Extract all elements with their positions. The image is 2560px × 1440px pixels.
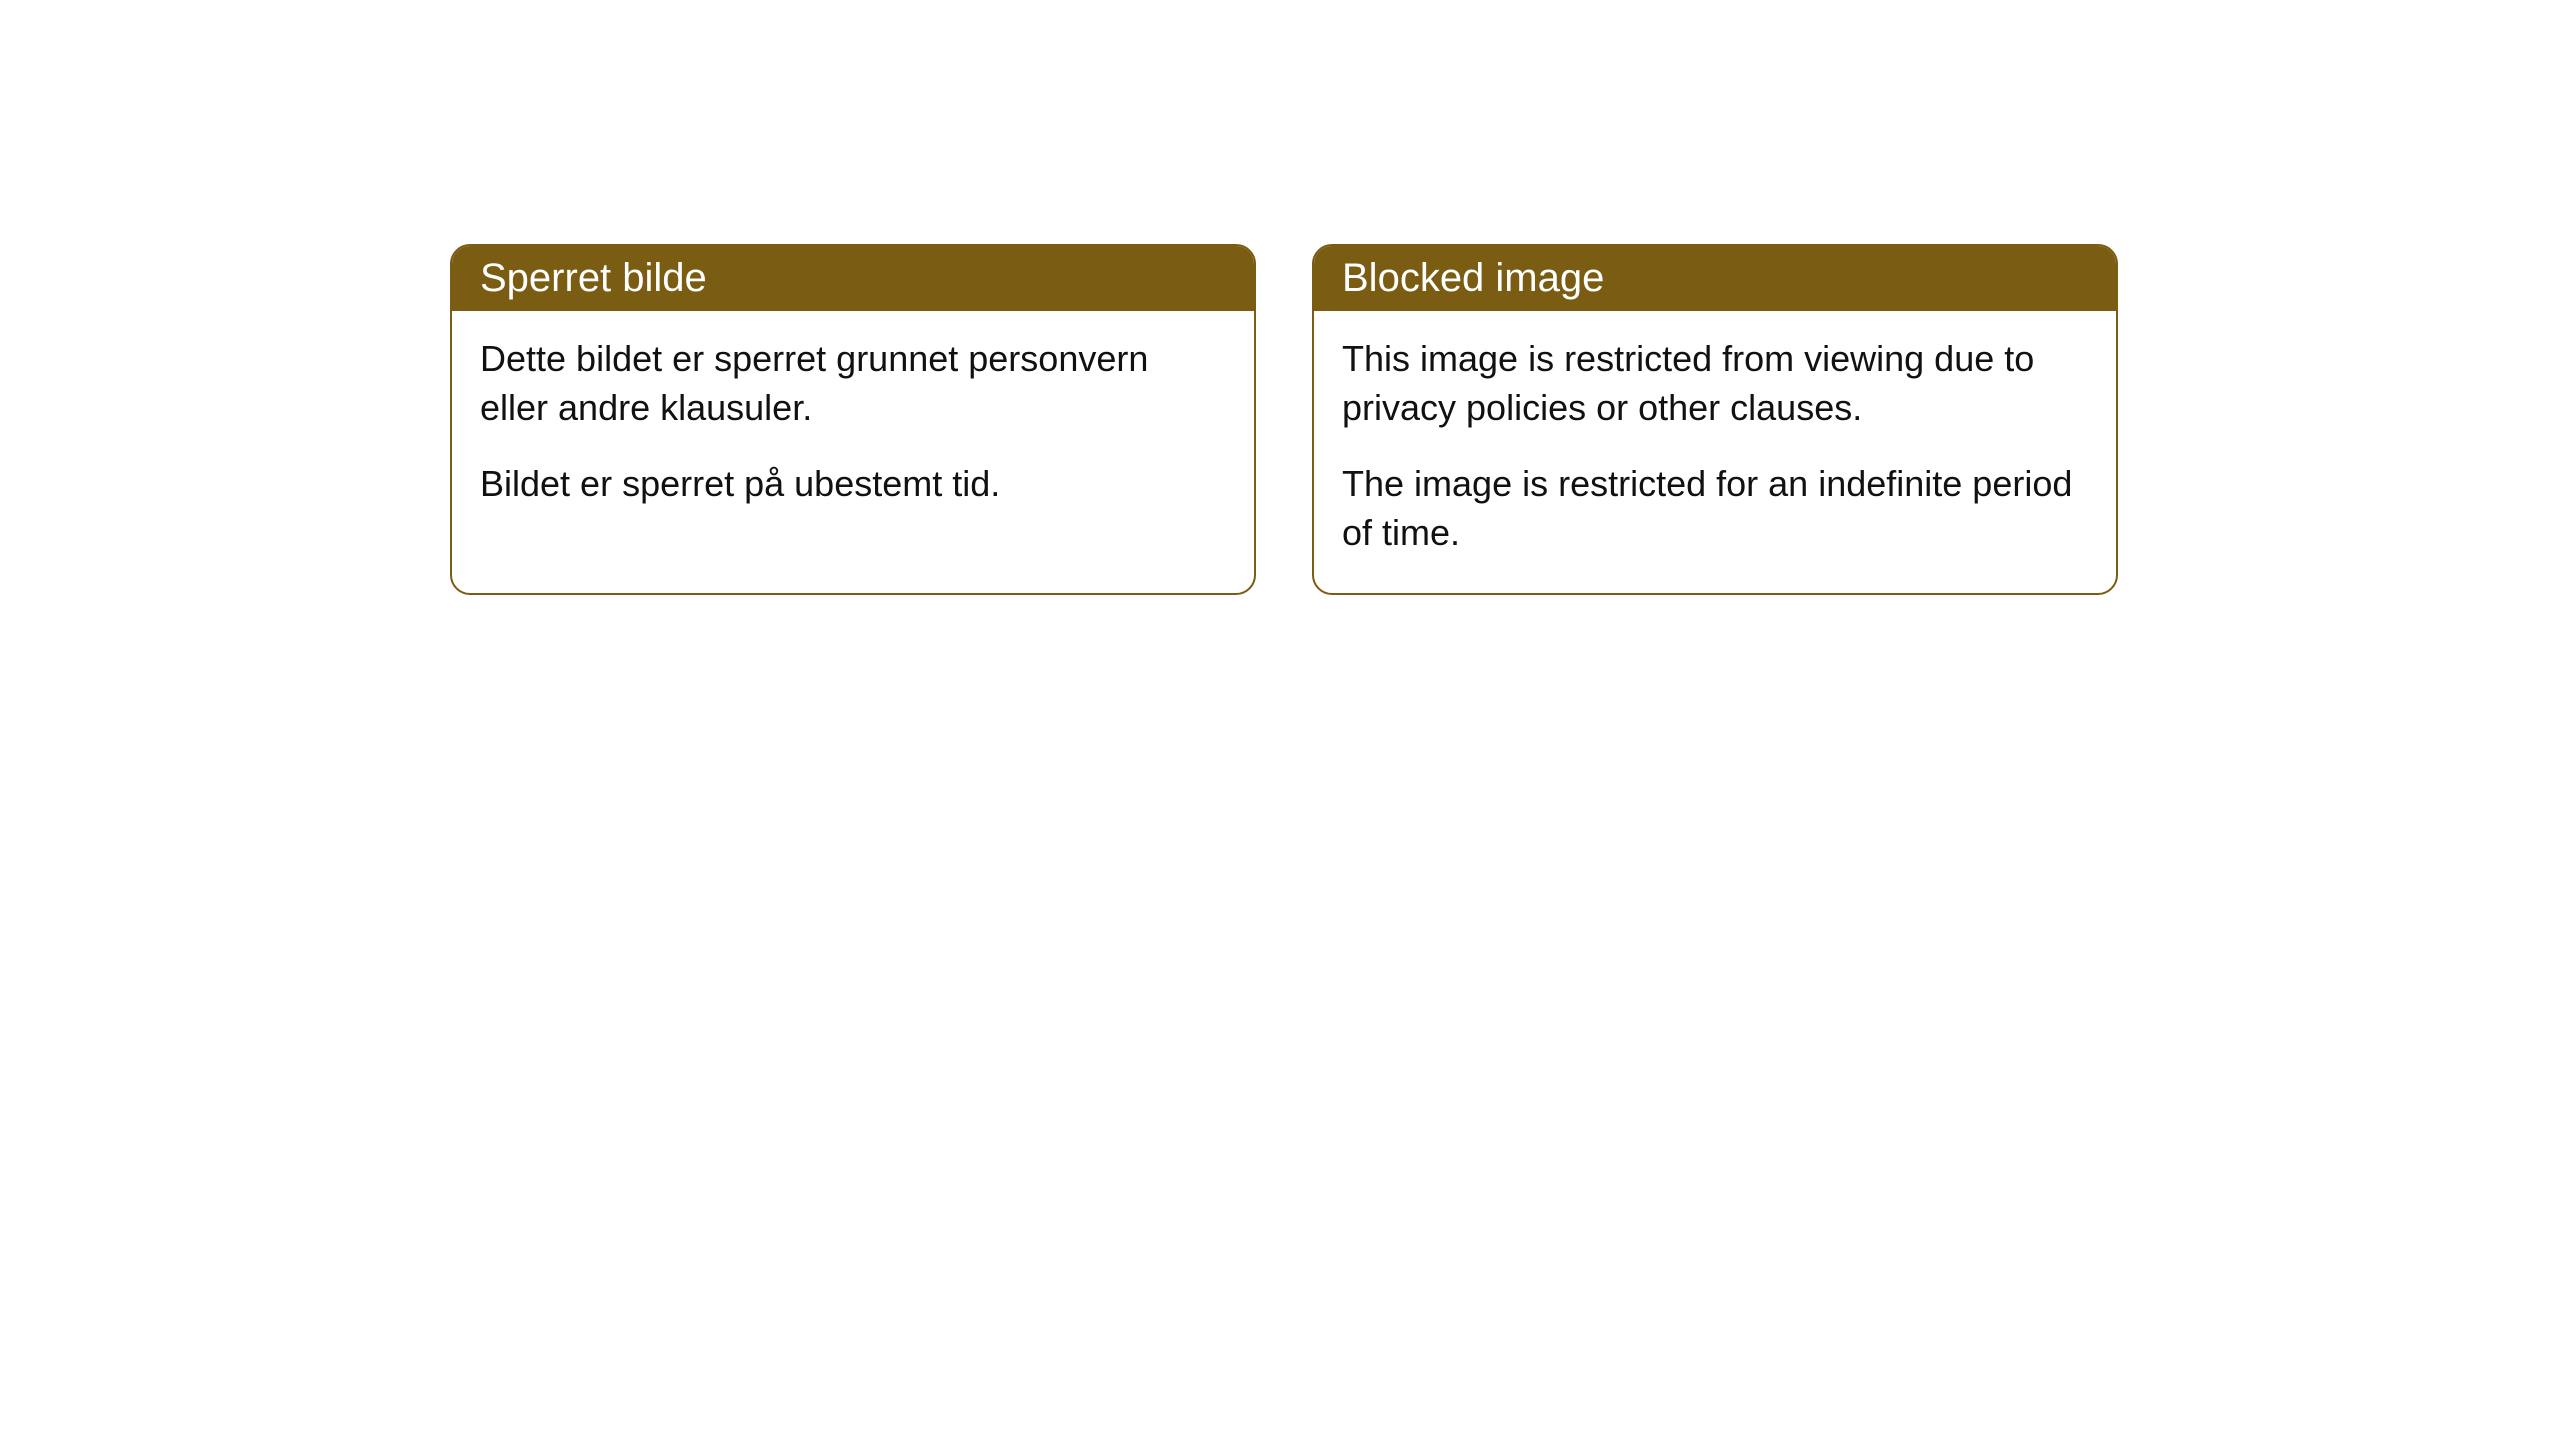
card-paragraph: The image is restricted for an indefinit… <box>1342 460 2088 557</box>
cards-container: Sperret bilde Dette bildet er sperret gr… <box>450 244 2118 595</box>
card-paragraph: This image is restricted from viewing du… <box>1342 335 2088 432</box>
card-header-english: Blocked image <box>1314 246 2116 311</box>
card-title-english: Blocked image <box>1342 256 1604 300</box>
card-english: Blocked image This image is restricted f… <box>1312 244 2118 595</box>
card-body-english: This image is restricted from viewing du… <box>1314 311 2116 593</box>
card-paragraph: Bildet er sperret på ubestemt tid. <box>480 460 1226 509</box>
card-header-norwegian: Sperret bilde <box>452 246 1254 311</box>
card-title-norwegian: Sperret bilde <box>480 256 707 300</box>
card-norwegian: Sperret bilde Dette bildet er sperret gr… <box>450 244 1256 595</box>
card-paragraph: Dette bildet er sperret grunnet personve… <box>480 335 1226 432</box>
card-body-norwegian: Dette bildet er sperret grunnet personve… <box>452 311 1254 545</box>
